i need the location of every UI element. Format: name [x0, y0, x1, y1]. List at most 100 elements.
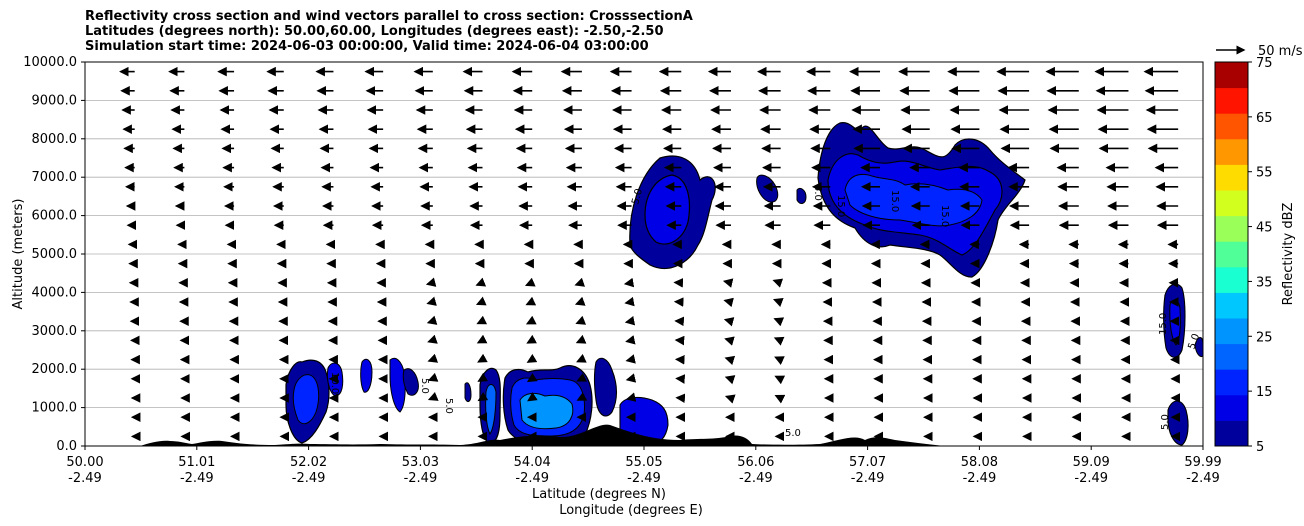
colorbar-segment — [1215, 138, 1248, 165]
colorbar: 5 15 25 35 45 55 65 75 — [1214, 56, 1273, 455]
x-tick-label-lon: -2.49 — [739, 471, 773, 486]
y-tick-label: 0.0 — [56, 439, 77, 454]
wind-key-label: 50 m/s — [1258, 44, 1303, 59]
wind-vector — [525, 315, 537, 325]
colorbar-segment — [1215, 215, 1248, 242]
contour-label: 5.0 — [419, 378, 430, 394]
colorbar-label: Reflectivity dBZ — [1281, 203, 1296, 306]
wind-vector — [426, 315, 438, 325]
wind-vector — [575, 315, 587, 325]
colorbar-segment — [1215, 369, 1248, 396]
title-line-2: Latitudes (degrees north): 50.00,60.00, … — [85, 24, 664, 39]
colorbar-segment — [1215, 164, 1248, 191]
x-tick-label-lat: 58.08 — [961, 455, 998, 470]
contour-label: 5.0 — [785, 428, 801, 439]
x-axis-ticks: 50.00-2.4951.01-2.4952.02-2.4953.03-2.49… — [66, 446, 1222, 486]
wind-vector — [527, 392, 538, 402]
x-tick-label-lat: 54.04 — [514, 455, 551, 470]
chart-title: Reflectivity cross section and wind vect… — [85, 9, 693, 54]
x-tick-label-lat: 50.00 — [66, 455, 103, 470]
colorbar-segment — [1215, 62, 1248, 89]
contour-label: 15.0 — [939, 205, 950, 227]
cell-low-h-core — [519, 392, 574, 430]
x-tick-label-lat: 59.99 — [1184, 455, 1221, 470]
x-tick-label-lon: -2.49 — [68, 471, 102, 486]
x-tick-label-lon: -2.49 — [292, 471, 326, 486]
wind-vector — [427, 391, 439, 401]
wind-vector — [722, 278, 734, 288]
y-tick-label: 4000.0 — [32, 285, 78, 300]
x-tick-label-lat: 51.01 — [178, 455, 215, 470]
x-tick-label-lat: 53.03 — [402, 455, 439, 470]
wind-vector — [576, 373, 588, 382]
contour-label: 15.0 — [835, 195, 846, 217]
colorbar-segment — [1215, 292, 1248, 319]
wind-vector — [723, 297, 734, 308]
y-tick-label: 7000.0 — [32, 170, 78, 185]
contour-label: 5.0 — [630, 188, 645, 206]
wind-vector — [773, 336, 785, 346]
x-tick-label-lat: 55.05 — [625, 455, 662, 470]
x-tick-label-lon: -2.49 — [627, 471, 661, 486]
wind-vector — [624, 296, 635, 307]
wind-vector — [427, 353, 439, 363]
x-axis-label-lat: Latitude (degrees N) — [532, 487, 666, 502]
colorbar-segment — [1215, 420, 1248, 447]
cell-low-a-core — [292, 374, 320, 425]
colorbar-segment — [1215, 190, 1248, 217]
colorbar-segment — [1215, 87, 1248, 114]
x-tick-label-lat: 57.07 — [849, 455, 886, 470]
colorbar-tick-label: 25 — [1256, 330, 1273, 345]
wind-vector — [772, 297, 784, 307]
cell-low-d — [389, 357, 406, 413]
wind-vector — [576, 392, 588, 401]
wind-vector — [574, 296, 586, 306]
cell-right-b — [1167, 400, 1189, 446]
x-tick-label-lat: 52.02 — [290, 455, 327, 470]
colorbar-tick-label: 35 — [1256, 275, 1273, 290]
x-tick-label-lon: -2.49 — [963, 471, 997, 486]
x-tick-label-lat: 56.06 — [737, 455, 774, 470]
colorbar-tick-label: 75 — [1256, 56, 1273, 71]
x-tick-label-lon: -2.49 — [515, 471, 549, 486]
wind-vector — [426, 296, 437, 306]
wind-vector — [625, 392, 637, 402]
y-tick-label: 5000.0 — [32, 247, 78, 262]
cell-low-i — [593, 357, 618, 417]
colorbar-tick-label: 55 — [1256, 166, 1273, 181]
wind-vector — [623, 277, 635, 288]
wind-vector — [477, 372, 489, 382]
colorbar-frame — [1214, 61, 1249, 447]
wind-vector — [774, 356, 785, 365]
wind-vector — [477, 391, 489, 402]
contour-label: 5.0 — [443, 398, 454, 414]
y-tick-label: 1000.0 — [32, 401, 78, 416]
wind-vector — [723, 317, 735, 327]
wind-vector — [525, 296, 537, 306]
wind-vector — [774, 375, 786, 385]
contour-label: 10.0 — [329, 372, 340, 394]
wind-vector — [724, 394, 736, 404]
wind-vector — [476, 315, 488, 325]
wind-vectors — [119, 66, 1181, 442]
colorbar-segment — [1215, 241, 1248, 268]
title-line-3: Simulation start time: 2024-06-03 00:00:… — [85, 39, 649, 54]
wind-vector — [475, 277, 487, 287]
y-tick-label: 8000.0 — [32, 132, 78, 147]
colorbar-segment — [1215, 266, 1248, 293]
contour-label: 15.0 — [1158, 313, 1169, 335]
wind-vector — [625, 335, 636, 345]
wind-vector — [526, 334, 538, 344]
contour-label: 5.0 — [1160, 414, 1171, 430]
wind-vector — [625, 354, 636, 364]
x-tick-label-lon: -2.49 — [1186, 471, 1220, 486]
contour-labels: 5.0 15.0 15.0 15.0 5.0 10.0 5.0 5.0 5.0 … — [329, 185, 1202, 439]
x-tick-label-lon: -2.49 — [851, 471, 885, 486]
colorbar-tick-label: 65 — [1256, 111, 1273, 126]
y-tick-label: 3000.0 — [32, 324, 78, 339]
y-tick-label: 9000.0 — [32, 93, 78, 108]
cell-small-b — [796, 187, 807, 205]
wind-vector — [427, 334, 438, 344]
cell-low-c — [360, 358, 373, 393]
